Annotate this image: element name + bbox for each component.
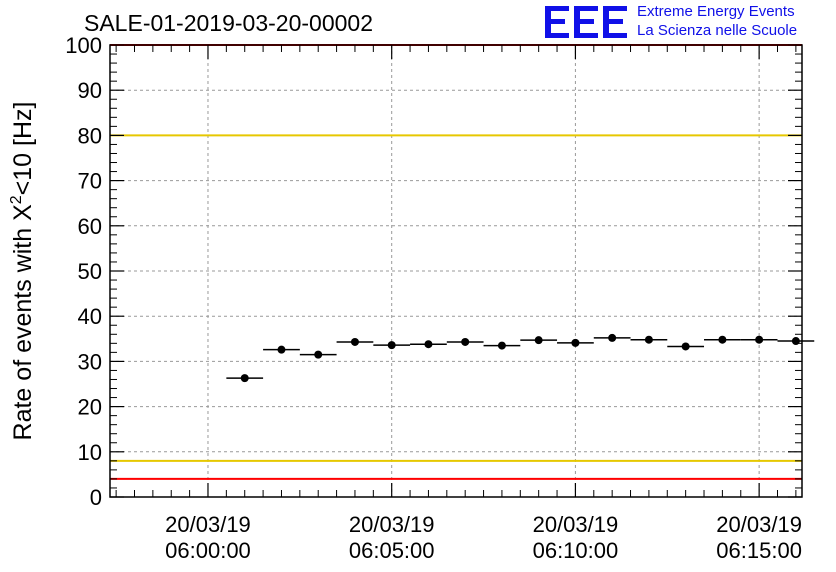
x-tick-label-date: 20/03/19 — [165, 512, 251, 537]
branding-line2: La Scienza nelle Scuole — [637, 22, 798, 39]
data-point — [387, 341, 396, 350]
x-tick-label-time: 06:05:00 — [349, 538, 435, 563]
data-point — [534, 336, 543, 345]
reference-lines — [110, 44, 802, 480]
data-point — [681, 342, 690, 351]
data-point — [791, 337, 800, 346]
x-tick-label-time: 06:10:00 — [533, 538, 619, 563]
data-point — [644, 335, 653, 344]
y-tick-label: 60 — [78, 214, 102, 239]
x-tick-labels: 20/03/1906:00:0020/03/1906:05:0020/03/19… — [165, 512, 802, 563]
data-point — [571, 338, 580, 347]
y-tick-label: 100 — [65, 33, 102, 58]
y-tick-label: 30 — [78, 349, 102, 374]
y-tick-label: 80 — [78, 123, 102, 148]
y-tick-label: 20 — [78, 395, 102, 420]
data-point — [755, 335, 764, 344]
y-tick-label: 10 — [78, 440, 102, 465]
data-point — [240, 374, 249, 383]
chart-title: SALE-01-2019-03-20-00002 — [84, 10, 373, 36]
data-point — [608, 333, 617, 342]
axis-ticks — [110, 44, 802, 498]
eee-logo — [545, 6, 627, 38]
branding-line1: Extreme Energy Events — [637, 3, 795, 20]
grid — [110, 45, 802, 497]
eee-branding-text: Extreme Energy Events La Scienza nelle S… — [637, 2, 797, 40]
data-point — [314, 350, 323, 359]
data-point — [461, 337, 470, 346]
x-tick-label-date: 20/03/19 — [533, 512, 619, 537]
data-point — [424, 340, 433, 349]
data-points — [226, 333, 815, 383]
y-axis-label: Rate of events with X2<10 [Hz] — [8, 102, 37, 441]
data-point — [277, 345, 286, 354]
x-tick-label-time: 06:15:00 — [716, 538, 802, 563]
y-tick-label: 40 — [78, 304, 102, 329]
y-tick-label: 90 — [78, 78, 102, 103]
data-point — [497, 341, 506, 350]
y-tick-label: 70 — [78, 169, 102, 194]
data-point — [350, 337, 359, 346]
y-tick-labels: 0 10 20 30 40 50 60 70 80 90 100 — [65, 33, 102, 510]
y-tick-label: 0 — [90, 485, 102, 510]
x-tick-label-time: 06:00:00 — [165, 538, 251, 563]
x-tick-label-date: 20/03/19 — [349, 512, 435, 537]
y-tick-label: 50 — [78, 259, 102, 284]
data-point — [718, 335, 727, 344]
x-tick-label-date: 20/03/19 — [716, 512, 802, 537]
